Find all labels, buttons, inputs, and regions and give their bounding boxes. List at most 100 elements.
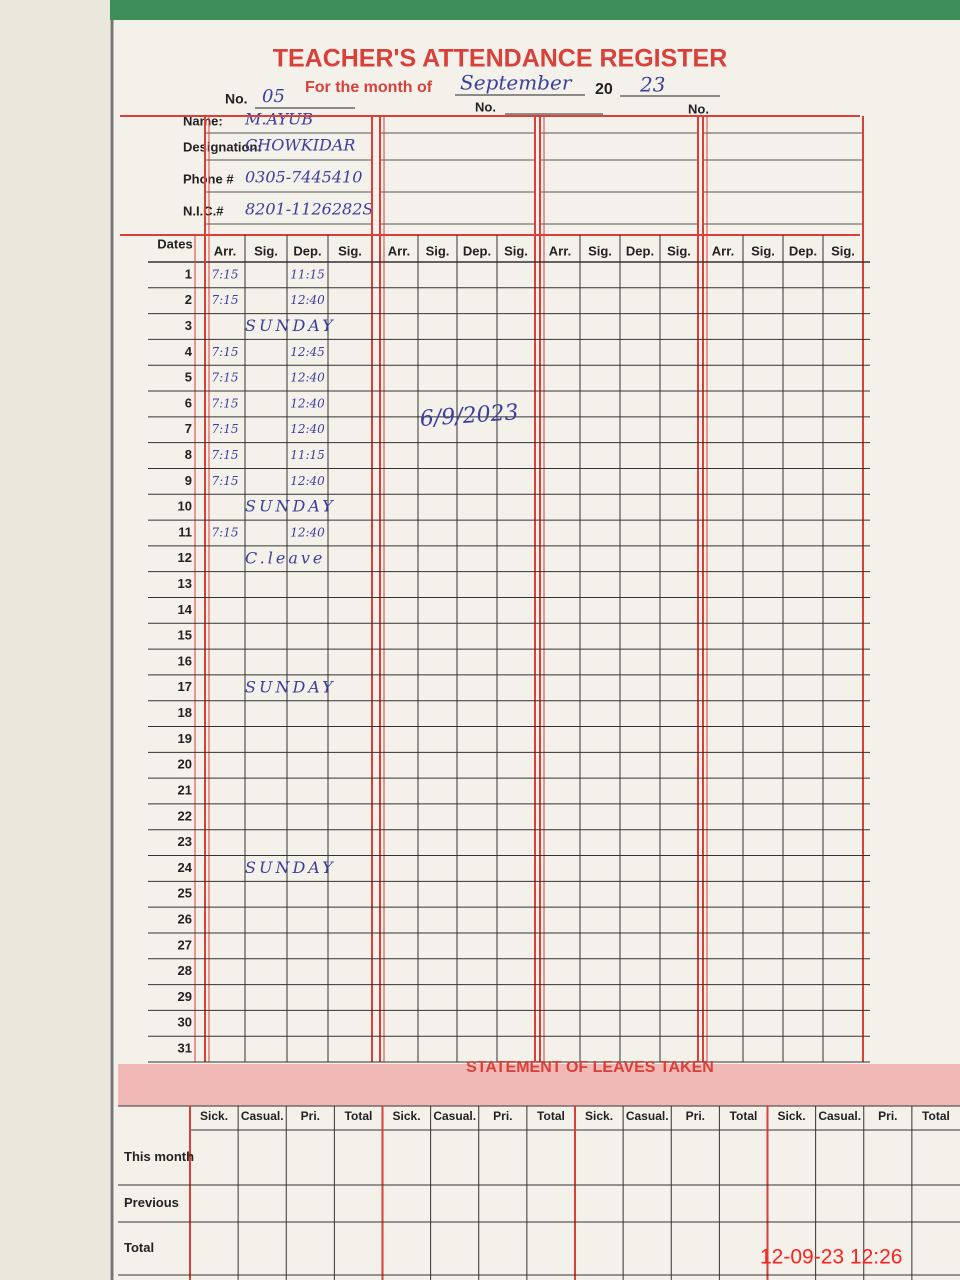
no-label: No. [688,101,709,116]
column-header: Dep. [293,243,321,258]
leaves-column: Total [537,1109,565,1123]
arrival-time: 7:15 [212,525,239,539]
date-number: 17 [178,679,192,694]
leaves-column: Casual. [433,1109,476,1123]
date-number: 20 [178,757,192,772]
leaves-column: Sick. [200,1109,228,1123]
leaves-title: STATEMENT OF LEAVES TAKEN [466,1059,714,1076]
column-header: Sig. [751,243,775,258]
leaves-column: Sick. [393,1109,421,1123]
column-header: Arr. [214,243,236,258]
arrival-time: 7:15 [212,371,239,385]
date-number: 25 [178,886,192,901]
year-prefix: 20 [595,81,613,98]
leaves-column: Total [345,1109,373,1123]
date-number: 26 [178,912,192,927]
date-number: 23 [178,834,192,849]
column-header: Dep. [463,243,491,258]
leaves-row-label: Previous [124,1195,179,1210]
date-number: 6 [185,395,192,410]
column-header: Sig. [338,243,362,258]
leaves-column: Pri. [686,1109,705,1123]
leaves-row-label: Total [124,1240,154,1255]
arrival-time: 7:15 [212,267,239,281]
leaves-column: Sick. [585,1109,613,1123]
departure-time: 12:40 [290,474,325,488]
field-value: 0305-7445410 [245,168,362,187]
leaves-band [118,1064,960,1106]
date-number: 27 [178,937,192,952]
no-label: No. [225,91,248,107]
date-number: 3 [185,318,192,333]
no-value: 05 [262,86,285,107]
column-header: Arr. [549,243,571,258]
column-header: Sig. [426,243,450,258]
day-note: SUNDAY [245,858,336,877]
date-number: 22 [178,808,192,823]
leaves-row-label: This month [124,1149,194,1164]
date-number: 2 [185,292,192,307]
departure-time: 12:40 [290,525,325,539]
date-number: 18 [178,705,192,720]
column-header: Sig. [667,243,691,258]
day-note: SUNDAY [245,497,336,516]
date-number: 13 [178,576,192,591]
day-note: SUNDAY [245,677,336,696]
timestamp: 12-09-23 12:26 [760,1246,902,1269]
departure-time: 12:40 [290,422,325,436]
day-note: SUNDAY [245,316,336,335]
field-label: N.I.C.# [183,203,224,218]
date-number: 15 [178,628,192,643]
arrival-time: 7:15 [212,474,239,488]
month-label: For the month of [305,79,433,96]
dates-label: Dates [157,236,192,251]
date-number: 4 [185,344,193,359]
departure-time: 12:40 [290,371,325,385]
column-header: Arr. [388,243,410,258]
arrival-time: 7:15 [212,345,239,359]
leaves-column: Sick. [778,1109,806,1123]
leaves-column: Casual. [818,1109,861,1123]
date-number: 29 [178,989,192,1004]
date-number: 12 [178,550,192,565]
date-number: 5 [185,370,192,385]
year-value: 23 [639,73,665,97]
date-number: 28 [178,963,192,978]
leaves-column: Pri. [301,1109,320,1123]
departure-time: 11:15 [290,448,325,462]
date-number: 21 [178,782,192,797]
arrival-time: 7:15 [212,396,239,410]
date-number: 7 [185,421,192,436]
day-note: C.leave [245,548,325,567]
column-header: Dep. [789,243,817,258]
date-number: 24 [178,860,193,875]
departure-time: 12:40 [290,396,325,410]
date-number: 8 [185,447,192,462]
column-header: Sig. [831,243,855,258]
departure-time: 12:40 [290,293,325,307]
date-number: 11 [178,524,192,539]
column-header: Arr. [712,243,734,258]
left-page [0,0,110,1280]
no-label: No. [475,99,496,114]
field-value: 8201-1126282S [245,200,373,219]
month-value: September [460,71,573,95]
departure-time: 11:15 [290,267,325,281]
column-header: Sig. [504,243,528,258]
field-label: Name: [183,113,223,128]
arrival-time: 7:15 [212,448,239,462]
column-header: Dep. [626,243,654,258]
date-number: 16 [178,653,192,668]
arrival-time: 7:15 [212,422,239,436]
date-number: 19 [178,731,192,746]
field-value: CHOWKIDAR [245,136,355,155]
leaves-column: Pri. [878,1109,897,1123]
date-number: 30 [178,1015,192,1030]
field-value: M.AYUB [244,110,313,129]
leaves-column: Total [730,1109,758,1123]
title: TEACHER'S ATTENDANCE REGISTER [273,45,728,73]
date-number: 1 [185,266,192,281]
leaves-column: Casual. [241,1109,284,1123]
